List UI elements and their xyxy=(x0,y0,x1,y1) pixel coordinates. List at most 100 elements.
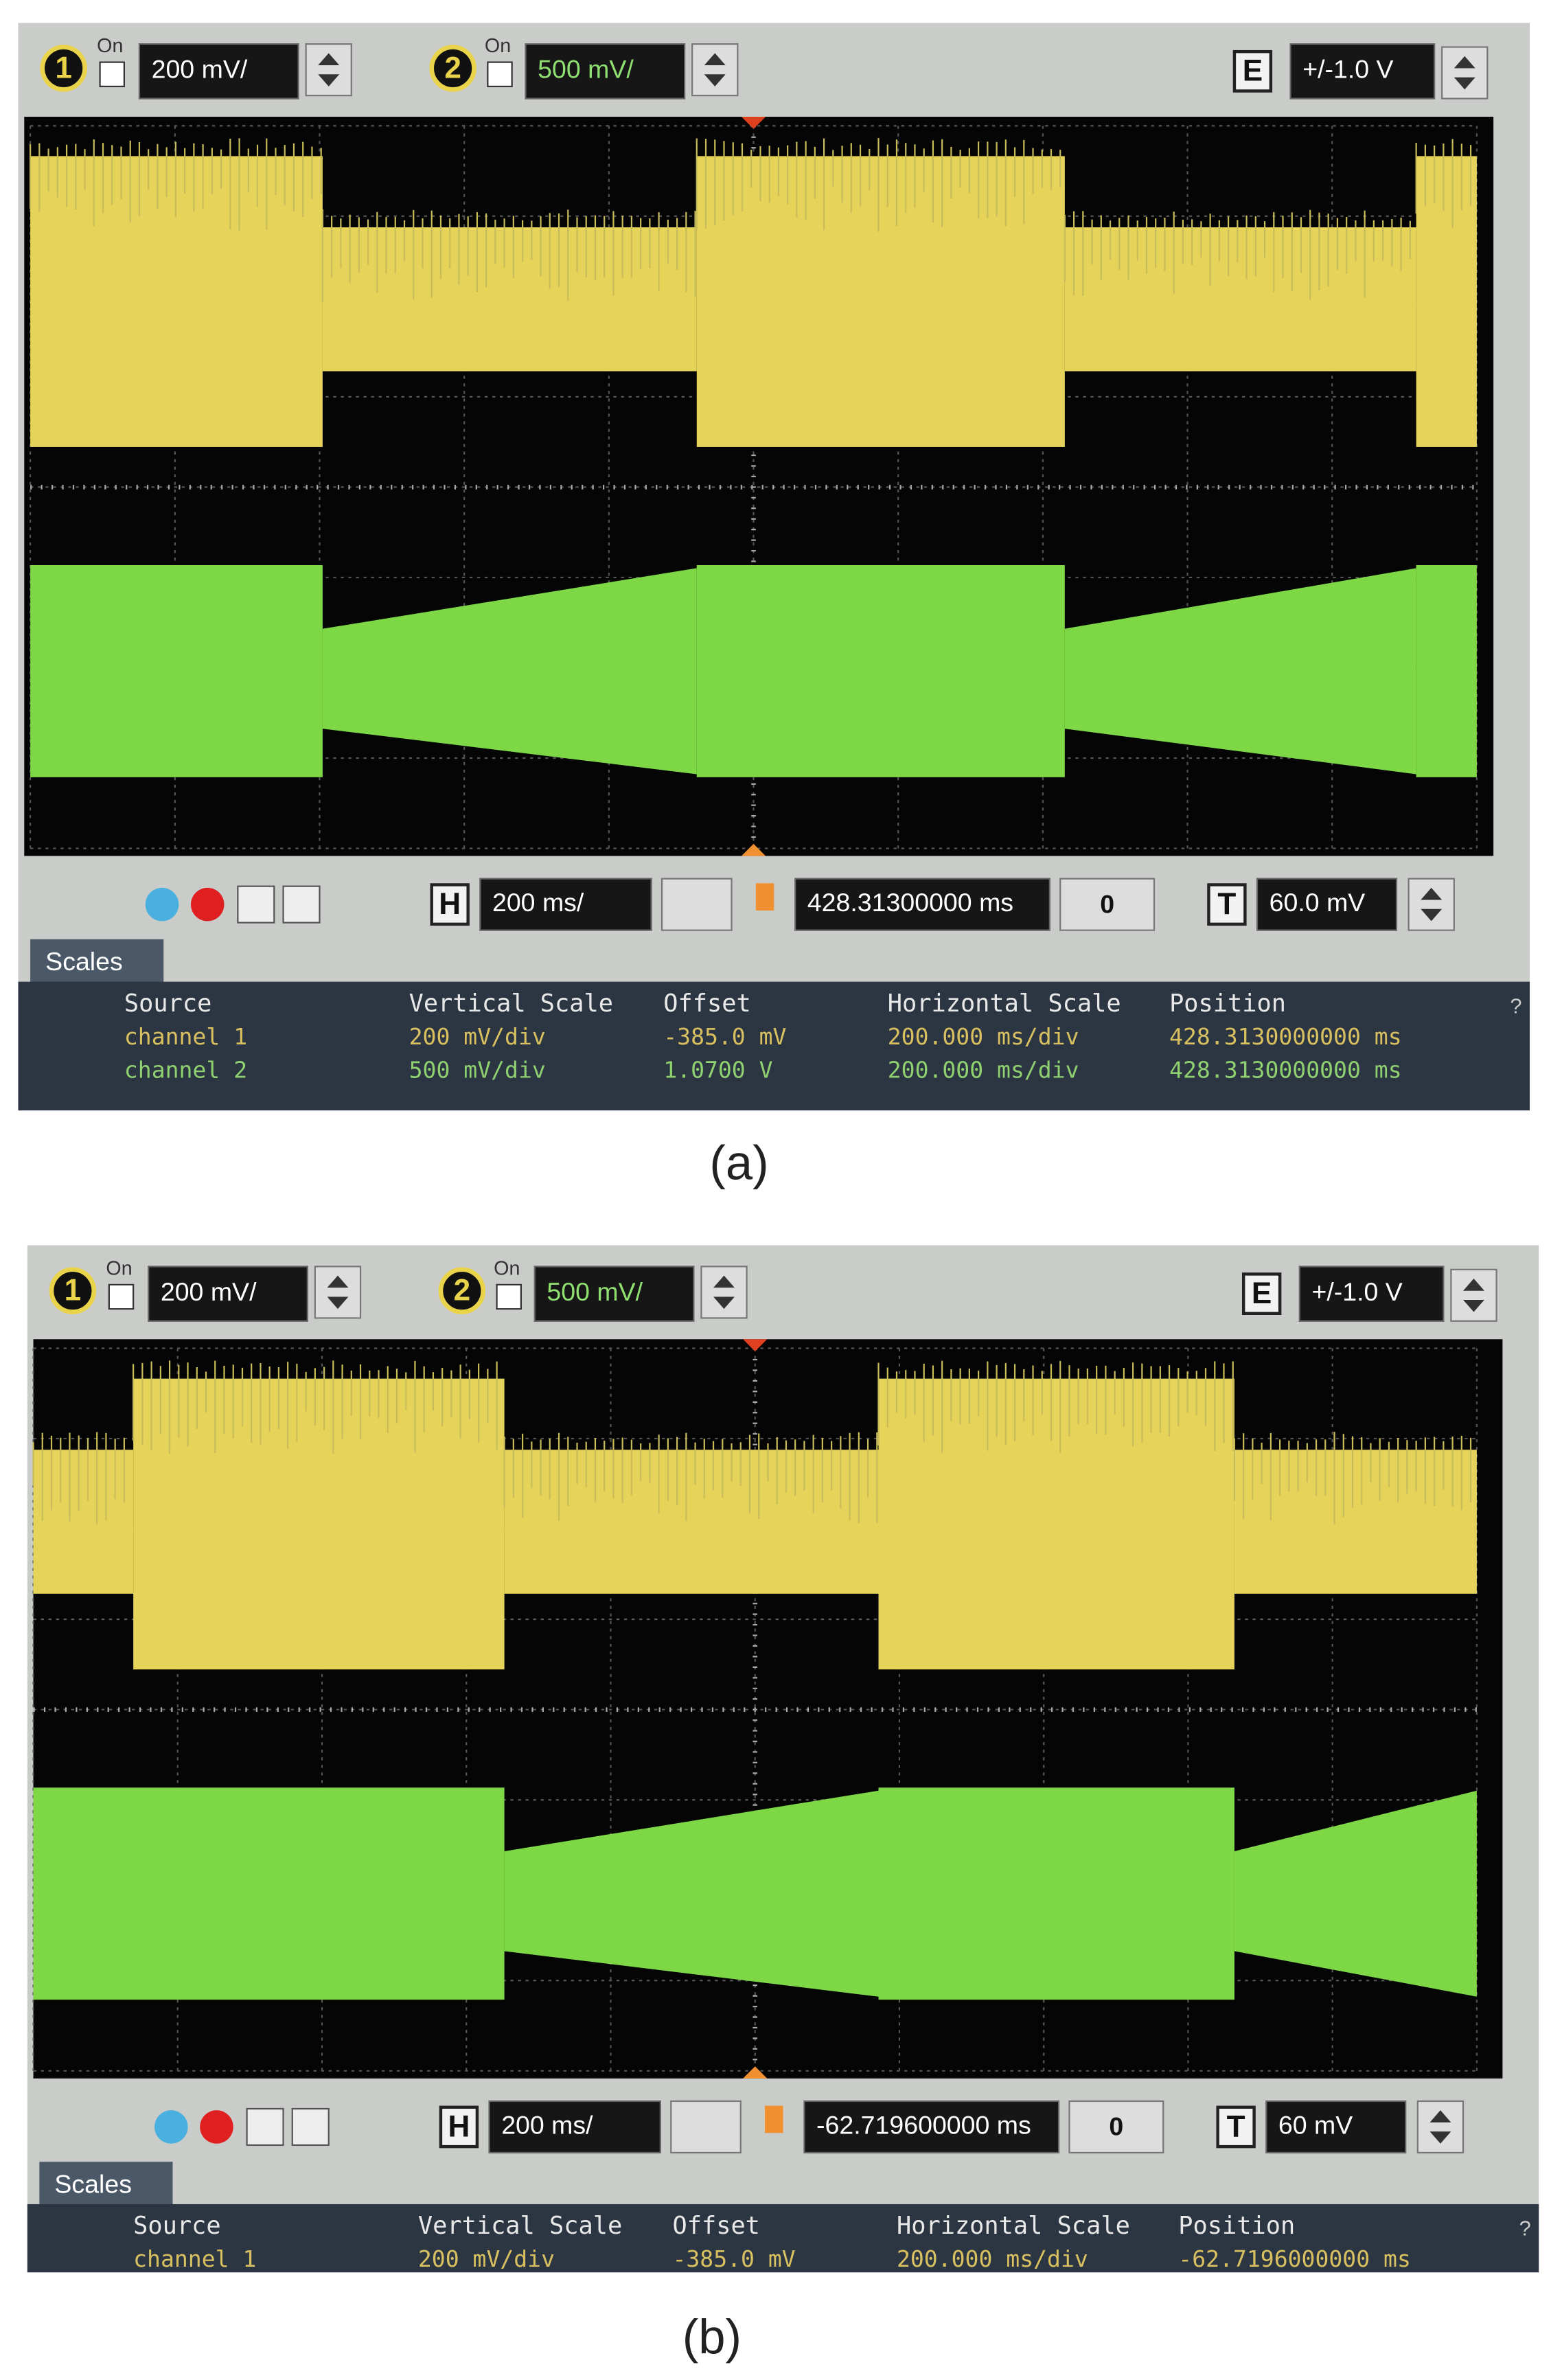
value-field[interactable] xyxy=(1289,43,1436,100)
tool-icon[interactable] xyxy=(246,2107,284,2147)
green-trace xyxy=(878,1787,1234,2000)
table-header: Vertical Scale xyxy=(418,2212,622,2240)
caption: (b) xyxy=(682,2309,742,2364)
nav-control[interactable] xyxy=(1068,2100,1164,2154)
value-field[interactable] xyxy=(533,1266,695,1322)
table-cell: 428.3130000000 ms xyxy=(1169,1023,1402,1050)
scope-panel: 1 On 200 mV/2 On 500 mV/E +/-1.0 V H 200 ms/ -62… xyxy=(27,1245,1539,2273)
spinner-arrows xyxy=(704,53,726,87)
value-text: 500 mV/ xyxy=(547,1277,643,1306)
ref-marker xyxy=(765,2105,783,2133)
on-label: On xyxy=(494,1257,520,1279)
spinner[interactable] xyxy=(700,1266,748,1319)
yellow-trace xyxy=(696,156,1065,447)
spinner-arrows xyxy=(318,53,340,87)
table-cell: 500 mV/div xyxy=(409,1056,546,1083)
badge-box xyxy=(1241,1272,1282,1315)
value-field[interactable] xyxy=(1256,878,1398,931)
scales-table-bg xyxy=(27,2204,1539,2273)
yellow-trace xyxy=(1234,1450,1477,1594)
badge-label: T xyxy=(1227,2109,1245,2143)
print-icon[interactable] xyxy=(282,885,321,924)
yellow-trace xyxy=(878,1378,1234,1670)
value-field[interactable] xyxy=(525,43,686,100)
nav-control[interactable] xyxy=(1059,878,1156,931)
nav-value: 0 xyxy=(1109,2112,1123,2141)
value-text: 60 mV xyxy=(1278,2110,1353,2139)
checkbox[interactable] xyxy=(99,61,125,87)
table-header: Offset xyxy=(672,2212,759,2240)
badge-label: 1 xyxy=(55,51,72,84)
channel-badge xyxy=(438,1267,486,1314)
table-cell: channel 1 xyxy=(133,2245,256,2272)
spinner[interactable] xyxy=(1408,878,1455,931)
spinner[interactable] xyxy=(305,43,352,97)
table-cell: -385.0 mV xyxy=(663,1023,786,1050)
value-text: 200 mV/ xyxy=(161,1277,257,1306)
value-text: 200 mV/ xyxy=(152,55,248,84)
table-header: Vertical Scale xyxy=(409,989,613,1018)
table-header: Source xyxy=(124,989,211,1018)
spinner[interactable] xyxy=(1450,1268,1497,1322)
spinner-arrows xyxy=(1463,1279,1484,1312)
table-cell: -385.0 mV xyxy=(672,2245,795,2272)
badge-label: E xyxy=(1243,54,1263,88)
table-header: Horizontal Scale xyxy=(888,989,1121,1018)
green-trace xyxy=(1234,1790,1477,1997)
table-cell: 200.000 ms/div xyxy=(897,2245,1088,2272)
stop-button[interactable] xyxy=(200,2110,233,2144)
table-cell: -62.7196000000 ms xyxy=(1178,2245,1411,2272)
on-label: On xyxy=(485,35,511,57)
table-header: Source xyxy=(133,2212,220,2240)
spinner[interactable] xyxy=(314,1266,362,1319)
scope-panel: 1 On 200 mV/2 On 500 mV/E +/-1.0 V H 200 ms/428… xyxy=(18,23,1530,1111)
checkbox[interactable] xyxy=(487,61,513,87)
channel-badge xyxy=(429,45,476,92)
value-field[interactable] xyxy=(1265,2100,1407,2154)
on-label: On xyxy=(97,35,123,57)
spinner-arrows xyxy=(1429,2110,1451,2144)
table-cell: 1.0700 V xyxy=(663,1056,772,1083)
run-button[interactable] xyxy=(154,2110,188,2144)
table-cell: channel 1 xyxy=(124,1023,247,1050)
yellow-trace xyxy=(33,1450,134,1594)
tab[interactable] xyxy=(39,2162,173,2208)
badge-label: H xyxy=(448,2109,470,2143)
print-icon[interactable] xyxy=(291,2107,330,2147)
value-field[interactable] xyxy=(488,2100,661,2154)
coupling-button[interactable] xyxy=(660,878,733,931)
spinner[interactable] xyxy=(691,43,739,97)
tab[interactable] xyxy=(30,939,164,985)
spinner[interactable] xyxy=(1416,2100,1464,2154)
tab-label: Scales xyxy=(45,947,123,976)
value-field[interactable] xyxy=(148,1266,308,1322)
yellow-trace xyxy=(1416,156,1477,447)
coupling-button[interactable] xyxy=(670,2100,742,2154)
table-cell: 200 mV/div xyxy=(418,2245,555,2272)
badge-box xyxy=(1207,883,1247,926)
run-button[interactable] xyxy=(145,887,179,922)
value-field[interactable] xyxy=(138,43,299,100)
value-field[interactable] xyxy=(479,878,652,931)
badge-label: E xyxy=(1252,1277,1272,1310)
nav-value: 0 xyxy=(1100,889,1114,918)
badge-label: 2 xyxy=(454,1274,471,1307)
spinner-arrows xyxy=(327,1275,349,1309)
value-text: 200 ms/ xyxy=(501,2110,593,2139)
yellow-trace xyxy=(504,1450,879,1594)
spinner-arrows xyxy=(1421,887,1443,922)
value-field[interactable] xyxy=(1298,1266,1445,1322)
checkbox[interactable] xyxy=(108,1283,135,1310)
tool-icon[interactable] xyxy=(237,885,275,924)
checkbox[interactable] xyxy=(496,1283,522,1310)
spinner-arrows xyxy=(713,1275,735,1309)
value-text: -62.719600000 ms xyxy=(816,2110,1031,2139)
spinner[interactable] xyxy=(1441,46,1489,100)
stop-button[interactable] xyxy=(190,887,225,922)
badge-label: H xyxy=(439,887,461,921)
badge-box xyxy=(439,2105,479,2149)
value-field[interactable] xyxy=(803,2100,1060,2154)
value-field[interactable] xyxy=(794,878,1050,931)
